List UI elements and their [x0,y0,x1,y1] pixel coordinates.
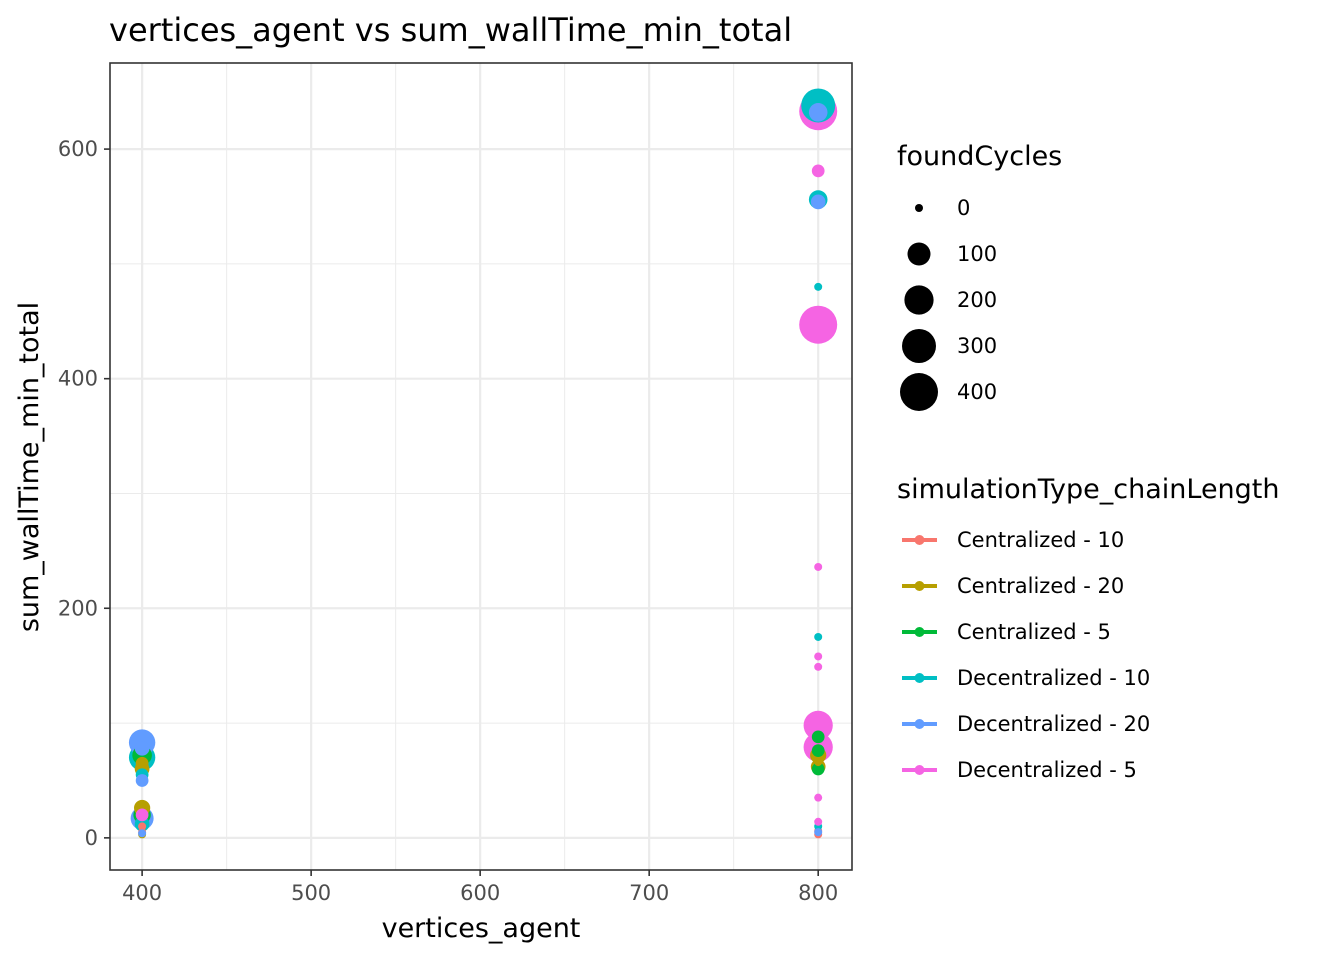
size-legend-key [904,285,934,315]
data-point [814,662,823,671]
y-tick-label: 600 [58,137,98,161]
data-point [811,744,825,757]
size-legend-label: 400 [957,380,997,404]
size-legend-label: 0 [957,196,970,220]
size-legend-label: 100 [957,242,997,266]
size-legend-key [907,242,931,266]
color-legend-title: simulationType_chainLength [897,474,1280,505]
x-axis-label: vertices_agent [382,913,581,944]
data-point [814,828,823,837]
color-legend-label: Decentralized - 20 [957,712,1150,736]
color-legend-dot [914,627,925,637]
data-point [138,822,147,831]
y-tick-label: 400 [58,367,98,391]
size-legend: foundCycles 0 100 200 300 400 [897,141,1062,411]
color-legend: simulationType_chainLength Centralized -… [897,474,1280,782]
data-point [814,652,823,661]
y-tick-label: 0 [85,826,98,850]
y-axis-label: sum_wallTime_min_total [14,302,45,632]
x-tick-label: 600 [460,881,500,905]
x-tick-label: 700 [629,881,669,905]
plot-border [109,62,853,871]
data-point [810,194,826,210]
color-legend-label: Centralized - 20 [957,574,1124,598]
data-point [135,808,149,822]
size-legend-title: foundCycles [897,141,1062,172]
color-legend-dot [914,535,925,545]
data-point [814,817,823,826]
color-legend-dot [914,719,925,729]
data-point [803,710,833,740]
data-point [135,756,149,770]
data-point [138,829,147,838]
data-point [814,793,823,802]
x-tick-label: 500 [291,881,331,905]
chart-title: vertices_agent vs sum_wallTime_min_total [109,11,792,49]
data-point [814,632,823,641]
data-point [811,762,825,776]
data-point [808,103,828,122]
color-legend-label: Centralized - 10 [957,528,1124,552]
data-points [128,88,838,839]
size-legend-label: 300 [957,334,997,358]
data-point [811,730,825,744]
color-legend-dot [914,765,925,775]
data-point [814,282,823,291]
gridlines [110,63,852,870]
y-tick-label: 200 [58,596,98,620]
color-legend-dot [914,581,925,591]
axes: 400 500 600 700 800 0 200 400 600 [58,137,838,905]
x-tick-label: 800 [798,881,838,905]
color-legend-label: Decentralized - 5 [957,758,1137,782]
color-legend-dot [914,673,925,683]
data-point [135,774,149,787]
data-point [134,740,150,756]
size-legend-key [900,373,938,411]
size-legend-label: 200 [957,288,997,312]
x-tick-label: 400 [122,881,162,905]
size-legend-key [902,329,936,363]
data-point [811,164,825,178]
data-point [814,562,823,571]
size-legend-key [915,204,923,212]
color-legend-label: Centralized - 5 [957,620,1111,644]
data-point [799,305,838,344]
data-point [814,758,823,767]
color-legend-label: Decentralized - 10 [957,666,1150,690]
